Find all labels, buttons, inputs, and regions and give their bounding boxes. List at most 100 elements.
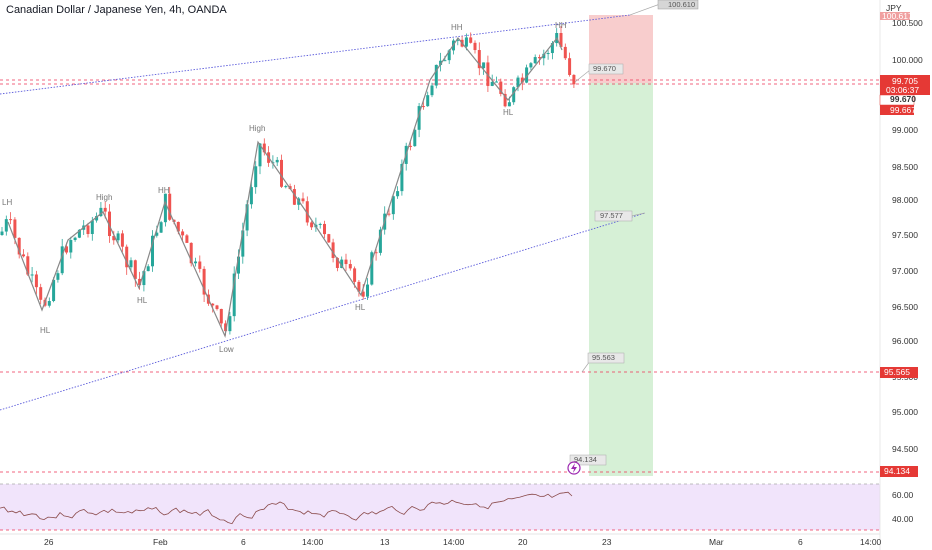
price-box-99670-text: 99.670 (593, 64, 616, 73)
candle-body (391, 196, 395, 215)
badge-countdown-text: 03:06:37 (886, 85, 919, 95)
lower-trendline[interactable] (0, 212, 646, 411)
candle-body (99, 207, 103, 217)
badge-level-2[interactable] (880, 466, 918, 477)
time-tick-20: 20 (518, 537, 528, 547)
candle-body (26, 256, 30, 275)
candle-body (163, 193, 167, 223)
candle-body (103, 207, 107, 212)
candle-body (245, 204, 249, 231)
badge-level-1-text: 95.565 (884, 367, 910, 377)
candle-body (22, 254, 25, 257)
candle-body (133, 260, 137, 279)
candlestick-series (0, 26, 576, 336)
label-hh-1: HH (158, 186, 170, 195)
candle-body (241, 230, 245, 257)
candle-body (490, 81, 494, 86)
badge-level-1[interactable] (880, 367, 918, 378)
candle-body (357, 281, 361, 292)
time-tick-6-mar: 6 (798, 537, 803, 547)
candle-body (348, 264, 352, 269)
candle-body (108, 211, 111, 237)
price-box-100610[interactable] (657, 0, 699, 10)
candle-body (4, 219, 8, 232)
time-tick-1400-b: 14:00 (443, 537, 465, 547)
price-tick-97500: 97.500 (892, 230, 918, 240)
price-box-94134[interactable] (569, 454, 607, 466)
price-box-95563-text: 95.563 (592, 353, 615, 362)
candle-body (301, 198, 305, 202)
candle-body (194, 261, 197, 264)
price-tick-100500: 100.500 (892, 18, 923, 28)
candle-body (73, 237, 77, 241)
candle-body (129, 260, 133, 268)
price-box-95563[interactable] (587, 352, 625, 364)
candle-body (90, 220, 94, 235)
candle-body (473, 42, 477, 51)
time-tick-13: 13 (380, 537, 390, 547)
candle-body (477, 50, 481, 69)
candle-body (198, 261, 202, 269)
label-hl-1: HL (40, 326, 51, 335)
candle-body (456, 39, 460, 41)
candle-body (417, 106, 421, 130)
candle-body (546, 53, 550, 55)
candle-body (503, 93, 507, 107)
price-box-97577[interactable] (594, 210, 633, 222)
candle-body (254, 166, 258, 188)
label-hl-2: HL (137, 296, 148, 305)
badge-current-price[interactable] (880, 75, 930, 95)
candle-body (525, 67, 529, 83)
candle-body (9, 219, 13, 221)
candle-body (353, 268, 357, 282)
price-tick-96000: 96.000 (892, 336, 918, 346)
candle-body (413, 129, 417, 147)
pattern-zigzag-line[interactable] (7, 36, 563, 339)
candle-body (168, 193, 172, 220)
label-hh-3: HH (555, 21, 567, 30)
candle-body (512, 87, 516, 103)
label-hh-2: HH (451, 23, 463, 32)
badge-top-partial (880, 12, 910, 20)
candle-body (447, 50, 451, 61)
candle-body (426, 95, 430, 107)
candle-body (344, 259, 348, 265)
badge-current-price-text: 99.705 (892, 76, 918, 86)
upper-trendline[interactable] (0, 14, 631, 95)
candle-body (151, 235, 154, 267)
candle-body (520, 77, 524, 83)
candle-body (211, 303, 215, 306)
candle-body (366, 284, 369, 297)
price-tick-98500: 98.500 (892, 162, 918, 172)
candle-body (538, 57, 541, 59)
candle-body (125, 246, 129, 268)
badge-ask (880, 105, 914, 115)
candle-body (533, 57, 537, 64)
candle-body (155, 232, 159, 236)
candle-body (280, 159, 283, 187)
candle-body (370, 252, 374, 285)
take-profit-zone[interactable] (589, 83, 653, 476)
candle-body (378, 229, 382, 253)
candle-body (185, 235, 189, 243)
candle-body (30, 274, 34, 276)
candle-body (159, 222, 163, 233)
time-tick-1400-c: 14:00 (860, 537, 882, 547)
candle-body (409, 145, 412, 147)
time-tick-23: 23 (602, 537, 612, 547)
candle-body (176, 221, 180, 232)
rsi-tick-60: 60.00 (892, 490, 914, 500)
price-tick-99000: 99.000 (892, 125, 918, 135)
candle-body (228, 316, 232, 332)
rsi-line[interactable] (0, 491, 573, 525)
candle-body (340, 259, 344, 268)
badge-top-partial-text: 100.617 (882, 11, 913, 21)
candle-body (202, 268, 206, 295)
price-tick-97000: 97.000 (892, 266, 918, 276)
candle-body (327, 234, 331, 243)
price-box-99670[interactable] (588, 63, 624, 75)
candle-body (181, 231, 185, 236)
lightning-icon[interactable] (567, 461, 581, 475)
candle-body (138, 278, 142, 286)
